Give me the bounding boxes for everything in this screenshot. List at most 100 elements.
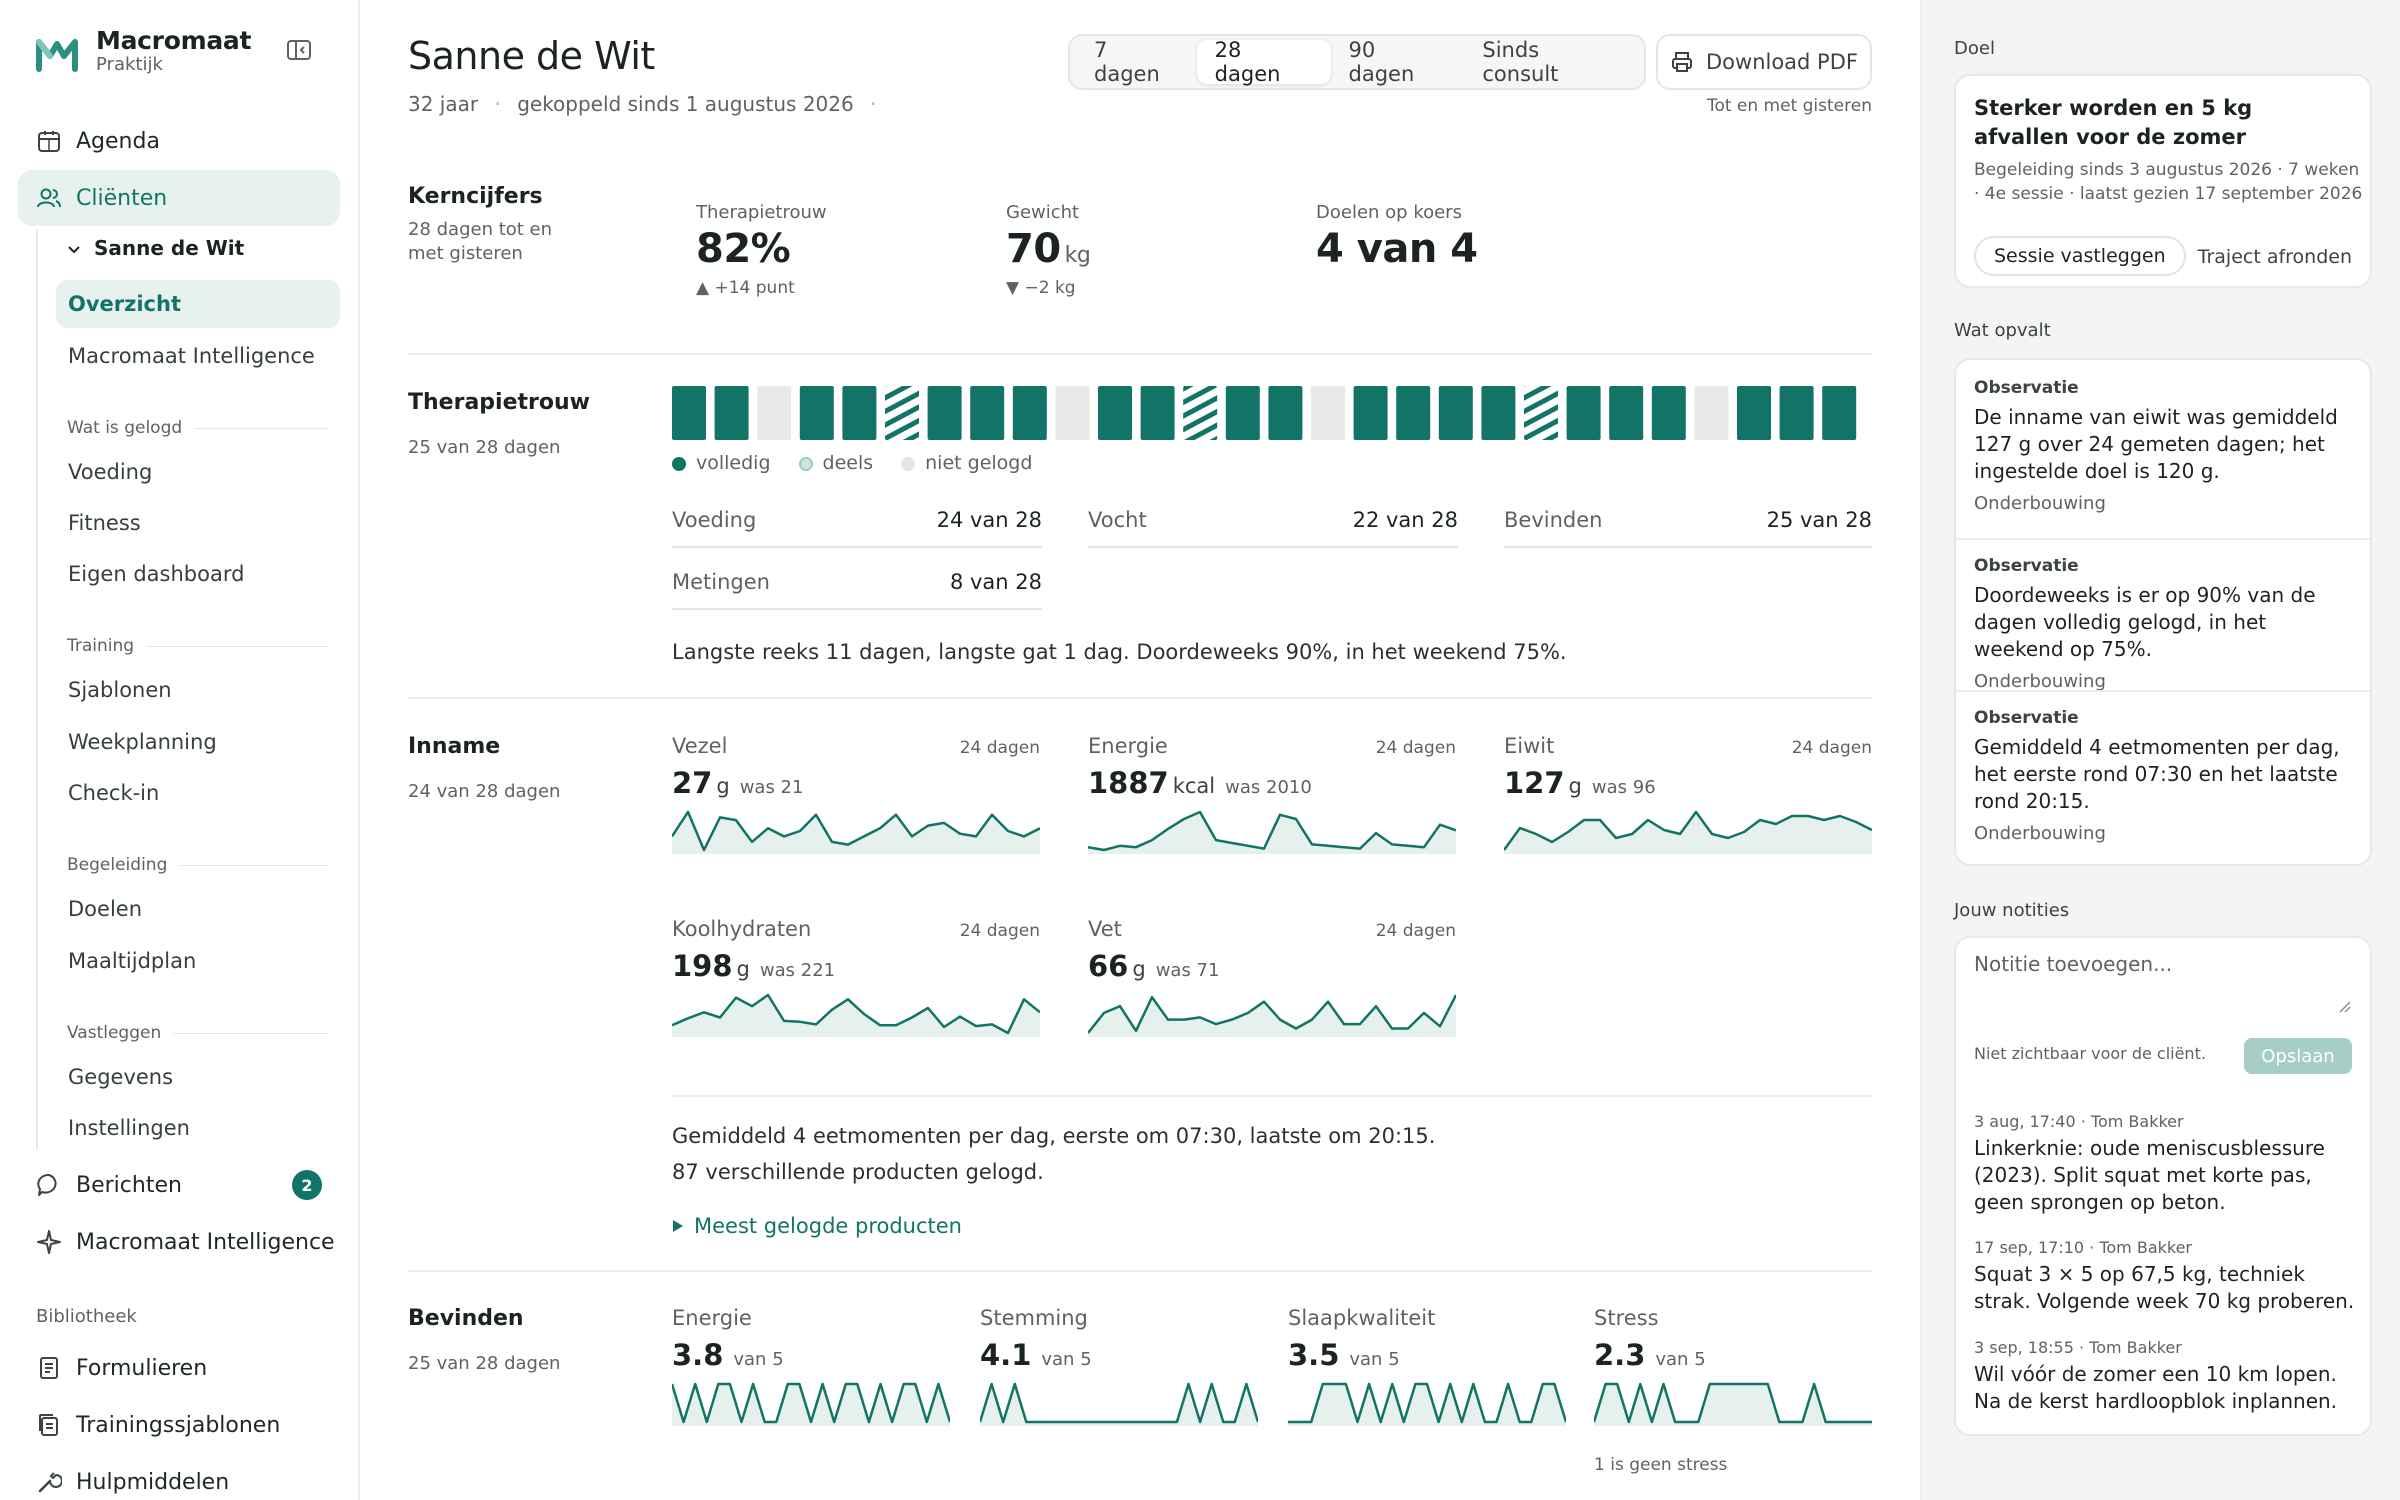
range-7-dagen[interactable]: 7 dagen xyxy=(1094,38,1160,86)
note-textarea[interactable]: Notitie toevoegen... xyxy=(1974,952,2173,976)
group-label: Training xyxy=(67,636,135,656)
observation-text: Doordeweeks is er op 90% van de dagen vo… xyxy=(1974,583,2316,661)
group-training: Training xyxy=(67,636,329,656)
metric-value: 127 g was 96 xyxy=(1504,766,1656,800)
sessie-vastleggen-button[interactable]: Sessie vastleggen xyxy=(1974,236,2186,276)
nav-trainingssjablonen-label: Trainingssjablonen xyxy=(76,1412,281,1438)
download-pdf-button[interactable]: Download PDF xyxy=(1656,34,1872,90)
sparkline-line xyxy=(1088,810,1456,852)
subnav-weekplanning[interactable]: Weekplanning xyxy=(68,730,217,754)
sparkline-line xyxy=(980,1382,1258,1424)
metric-scale: van 5 xyxy=(1349,1349,1400,1370)
observation-item: Observatie De inname van eiwit was gemid… xyxy=(1956,378,2370,514)
stress-footnote: 1 is geen stress xyxy=(1594,1455,1728,1475)
metric-previous: was 96 xyxy=(1591,777,1656,798)
subnav-gegevens[interactable]: Gegevens xyxy=(68,1065,174,1089)
nav-intelligence[interactable]: Macromaat Intelligence xyxy=(18,1214,340,1270)
subnav-fitness[interactable]: Fitness xyxy=(68,511,141,535)
subnav-eigen-dashboard[interactable]: Eigen dashboard xyxy=(68,562,245,586)
most-logged-products-toggle[interactable]: Meest gelogde producten xyxy=(672,1214,962,1238)
kpi-label: Gewicht xyxy=(1006,202,1080,223)
subnav-checkin[interactable]: Check-in xyxy=(68,781,160,805)
sparkline-line xyxy=(672,810,1040,852)
save-note-button[interactable]: Opslaan xyxy=(2244,1038,2352,1074)
printer-icon xyxy=(1672,52,1692,72)
metric-value: 27 g was 21 xyxy=(672,766,803,800)
adherence-day-full xyxy=(1225,386,1260,440)
nav-formulieren-label: Formulieren xyxy=(76,1355,208,1381)
metric-unit: g xyxy=(1568,774,1582,798)
kpi-number: 82% xyxy=(696,226,791,272)
adherence-day-full xyxy=(927,386,962,440)
client-meta: 32 jaar · gekoppeld sinds 1 augustus 202… xyxy=(408,92,877,116)
document-icon xyxy=(40,1357,58,1379)
metric-label: Vezel xyxy=(672,734,728,758)
range-90-dagen[interactable]: 90 dagen xyxy=(1348,38,1415,86)
legend-dot xyxy=(672,456,686,471)
nav-clienten[interactable]: Cliënten xyxy=(18,170,340,226)
stat-metingen: Metingen 8 van 28 xyxy=(672,570,1042,610)
sparkline-area xyxy=(1594,1384,1872,1426)
range-28-dagen[interactable]: 28 dagen xyxy=(1196,38,1331,86)
kpi-label: Therapietrouw xyxy=(696,202,827,223)
metric-number: 66 xyxy=(1088,949,1129,983)
metric-number: 127 xyxy=(1504,766,1565,800)
template-icon xyxy=(39,1414,58,1436)
nav-trainingssjablonen[interactable]: Trainingssjablonen xyxy=(18,1397,340,1453)
nav-formulieren[interactable]: Formulieren xyxy=(18,1340,340,1396)
observation-evidence-link[interactable]: Onderbouwing xyxy=(1974,671,2106,692)
metric-value: 1887 kcal was 2010 xyxy=(1088,766,1312,800)
client-node[interactable]: Sanne de Wit xyxy=(94,236,245,260)
intake-summary-products: 87 verschillende producten gelogd. xyxy=(672,1160,1044,1184)
stat-value: 25 van 28 xyxy=(1766,508,1872,532)
metric-number: 3.5 xyxy=(1288,1338,1340,1372)
adherence-day-full xyxy=(1268,386,1303,440)
note-header: 17 sep, 17:10 · Tom Bakker xyxy=(1974,1238,2192,1257)
observation-text: Gemiddeld 4 eetmomenten per dag, het eer… xyxy=(1974,735,2340,813)
collapse-sidebar-icon[interactable] xyxy=(286,38,312,62)
divider xyxy=(1956,538,2370,540)
kpi-value: 70 kg xyxy=(1006,226,1091,272)
subnav-instellingen[interactable]: Instellingen xyxy=(68,1116,190,1140)
nav-hulpmiddelen[interactable]: Hulpmiddelen xyxy=(18,1454,340,1500)
adherence-day-full xyxy=(1566,386,1601,440)
kpi-delta: ▲ +14 punt xyxy=(696,278,795,298)
stat-value: 24 van 28 xyxy=(936,508,1042,532)
metric-previous: was 2010 xyxy=(1225,777,1312,798)
sparkline-area xyxy=(672,1384,950,1426)
divider xyxy=(408,353,1872,355)
subnav-overzicht[interactable]: Overzicht xyxy=(56,280,340,328)
subnav-sjablonen[interactable]: Sjablonen xyxy=(68,678,172,702)
observation-evidence-link[interactable]: Onderbouwing xyxy=(1974,493,2106,514)
chevron-down-icon[interactable] xyxy=(66,244,82,256)
stat-label: Bevinden xyxy=(1504,508,1603,532)
nav-agenda[interactable]: Agenda xyxy=(18,113,340,169)
traject-afronden-link[interactable]: Traject afronden xyxy=(2197,246,2352,268)
subnav-maaltijdplan[interactable]: Maaltijdplan xyxy=(68,949,197,973)
goal-title: Sterker worden en 5 kg afvallen voor de … xyxy=(1974,96,2253,149)
subnav-intelligence[interactable]: Macromaat Intelligence xyxy=(68,344,315,368)
nav-clienten-label: Cliënten xyxy=(76,185,168,211)
nav-agenda-label: Agenda xyxy=(76,128,160,154)
goal-card: Sterker worden en 5 kg afvallen voor de … xyxy=(1954,74,2372,288)
goal-meta: Begeleiding sinds 3 augustus 2026 · 7 we… xyxy=(1974,160,2363,204)
observation-tag: Observatie xyxy=(1974,378,2079,398)
range-sinds-consult[interactable]: Sinds consult xyxy=(1482,38,1559,86)
note-header: 3 aug, 17:40 · Tom Bakker xyxy=(1974,1112,2184,1131)
metric-value: 3.8 van 5 xyxy=(672,1338,784,1372)
observation-evidence-link[interactable]: Onderbouwing xyxy=(1974,823,2106,844)
metric-label: Stemming xyxy=(980,1306,1088,1330)
subnav-tree-line xyxy=(36,230,38,1150)
nav-berichten[interactable]: Berichten xyxy=(18,1157,340,1213)
adherence-day-none xyxy=(1055,386,1090,440)
stat-vocht: Vocht 22 van 28 xyxy=(1088,508,1458,548)
resize-handle-icon[interactable] xyxy=(2338,1000,2352,1014)
adherence-day-full xyxy=(1140,386,1175,440)
main-content: Sanne de Wit 32 jaar · gekoppeld sinds 1… xyxy=(360,0,1920,1500)
adherence-day-full xyxy=(1353,386,1388,440)
wellbeing-title: Bevinden xyxy=(408,1306,524,1331)
calendar-icon xyxy=(38,131,60,152)
subnav-voeding[interactable]: Voeding xyxy=(68,460,153,484)
subnav-doelen[interactable]: Doelen xyxy=(68,897,143,921)
right-panel: Doel Sterker worden en 5 kg afvallen voo… xyxy=(1920,0,2400,1500)
